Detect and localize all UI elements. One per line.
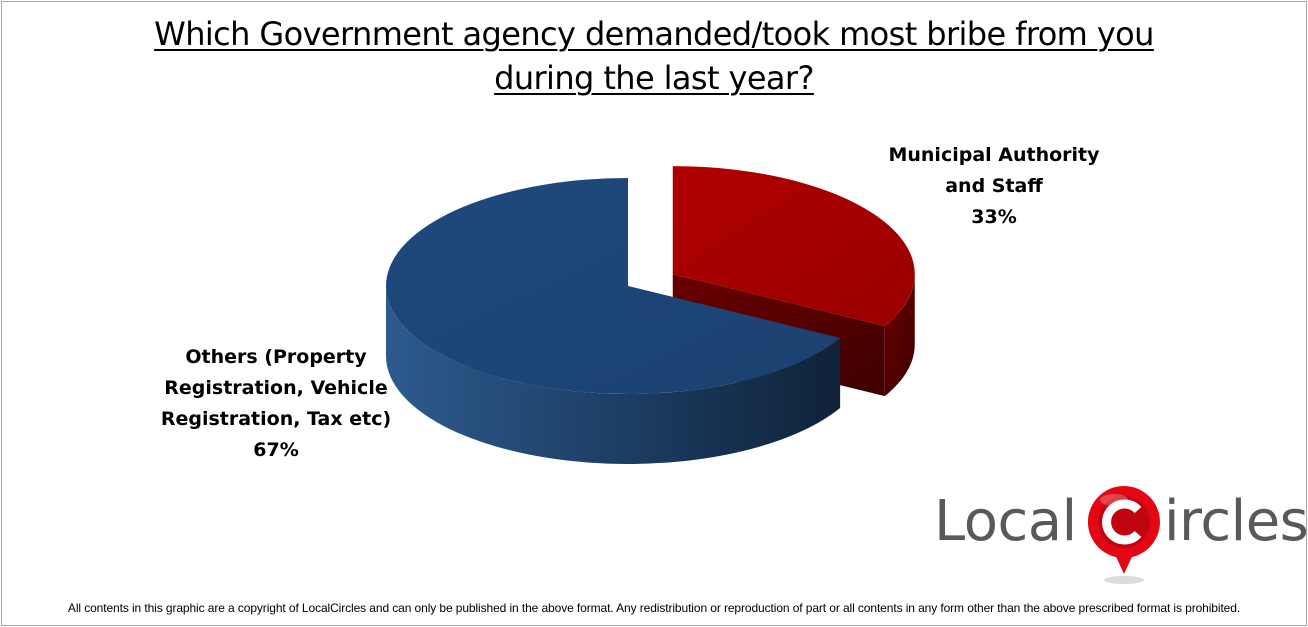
slice-label-municipal-line-2: and Staff [945,175,1043,197]
slice-rim-municipal [884,274,915,397]
logo-word-ircles: ircles [1164,489,1308,554]
logo-pin-icon [1087,486,1160,584]
slice-label-municipal: Municipal Authority and Staff 33% [865,140,1123,233]
copyright-footer: All contents in this graphic are a copyr… [67,601,1241,615]
logo-word-local: Local [934,489,1077,554]
chart-title: Which Government agency demanded/took mo… [0,12,1308,100]
slice-top-municipal [672,166,915,327]
chart-title-line-1: Which Government agency demanded/took mo… [154,15,1154,53]
localcircles-logo: Local ircles [934,482,1308,590]
pie-slices [386,166,915,465]
slice-value-municipal: 33% [971,206,1017,228]
slice-label-others-line-2: Registration, Vehicle [164,377,388,399]
slice-label-others-line-3: Registration, Tax etc) [160,408,392,430]
slice-label-others: Others (Property Registration, Vehicle R… [150,342,402,466]
slice-label-others-line-1: Others (Property [185,346,367,368]
chart-title-line-2: during the last year? [494,59,814,97]
slice-top-others [386,178,841,394]
slice-value-others: 67% [253,439,299,461]
slice-label-municipal-line-1: Municipal Authority [888,144,1100,166]
slice-rim-others [386,286,841,465]
